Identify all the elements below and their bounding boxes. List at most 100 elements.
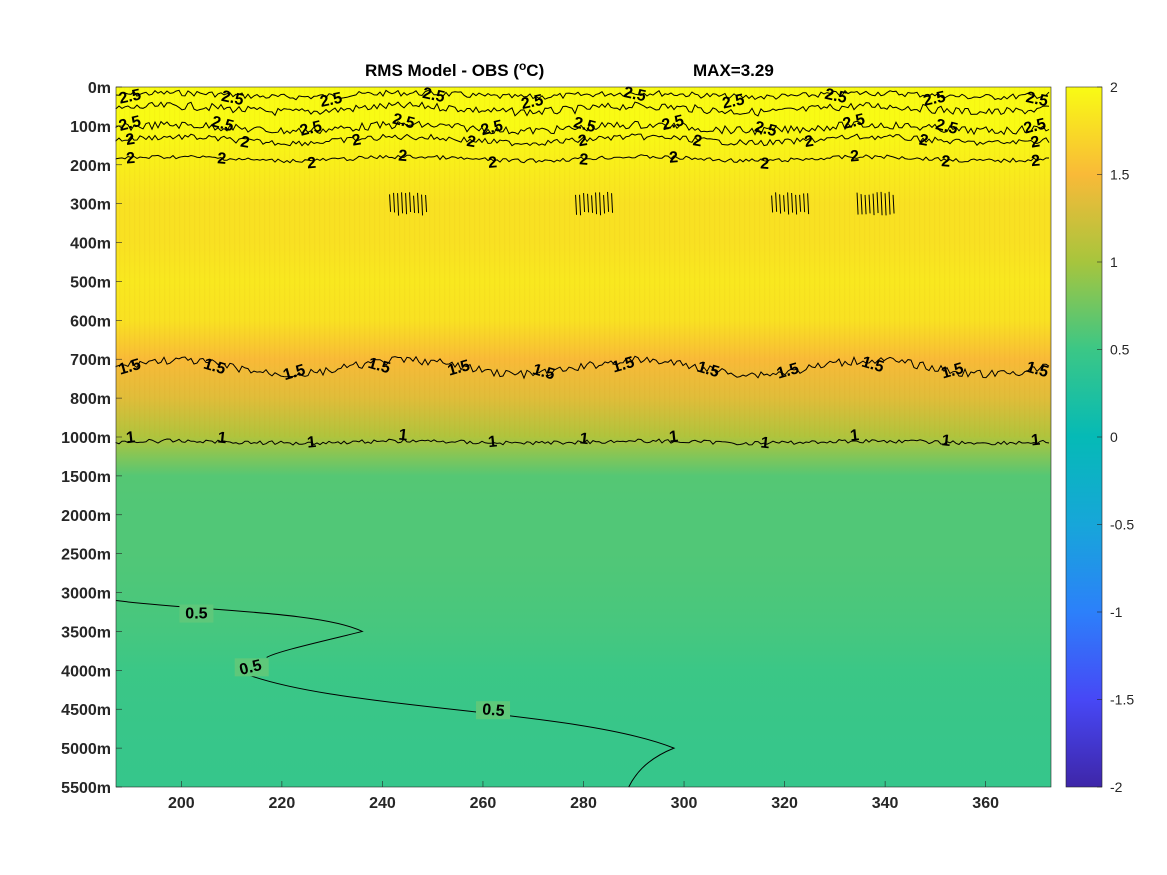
streak <box>219 87 221 437</box>
streak <box>869 87 871 437</box>
colorbar-tick-label: 0.5 <box>1110 342 1130 358</box>
streak <box>689 87 691 437</box>
streak <box>969 87 971 437</box>
contour-label-2p5: 2.5 <box>117 113 143 135</box>
contour-patch-300m <box>595 192 598 215</box>
y-tick-label: 1000m <box>61 430 111 447</box>
streak <box>739 87 741 437</box>
streak <box>194 87 196 437</box>
streak <box>469 87 471 437</box>
streak <box>784 87 786 437</box>
contour-patch-300m <box>795 194 798 215</box>
streak <box>814 87 816 437</box>
streak <box>709 87 711 437</box>
streak <box>1024 87 1026 437</box>
contour-patch-300m <box>409 192 412 213</box>
streak <box>764 87 766 437</box>
streak <box>314 87 316 437</box>
streak <box>344 87 346 437</box>
streak <box>439 87 441 437</box>
contour-patch-300m <box>413 195 416 213</box>
field-background <box>116 87 1051 787</box>
streak <box>654 87 656 437</box>
streak <box>949 87 951 437</box>
contour-patch-300m <box>587 193 590 213</box>
x-tick-label: 360 <box>972 795 999 812</box>
streak <box>149 87 151 437</box>
contour-patch-300m <box>393 192 396 213</box>
contour-label-1p5: 1.5 <box>446 357 472 380</box>
streak <box>309 87 311 437</box>
streak <box>564 87 566 437</box>
contour-patch-300m <box>775 192 778 212</box>
contour-label-2: 2 <box>217 150 227 168</box>
streak <box>789 87 791 437</box>
streak <box>229 87 231 437</box>
contour-patch-300m <box>607 191 610 212</box>
streak <box>959 87 961 437</box>
contour-patch-300m <box>783 195 786 212</box>
streak <box>999 87 1001 437</box>
y-tick-label: 300m <box>70 197 111 214</box>
contour-label-1p5: 1.5 <box>117 356 143 379</box>
streak <box>449 87 451 437</box>
streak <box>914 87 916 437</box>
streak <box>894 87 896 437</box>
streak <box>904 87 906 437</box>
contour-label-2: 2 <box>488 154 498 172</box>
streak <box>514 87 516 437</box>
contour-patch-300m <box>405 193 408 215</box>
y-tick-label: 800m <box>70 391 111 408</box>
contour-patch-300m <box>611 193 614 213</box>
contour-label-2p5: 2.5 <box>117 86 142 107</box>
streak <box>799 87 801 437</box>
streak <box>919 87 921 437</box>
streak <box>159 87 161 437</box>
streak <box>964 87 966 437</box>
streak <box>139 87 141 437</box>
streak <box>129 87 131 437</box>
contour-2-line <box>115 154 1049 164</box>
streak <box>454 87 456 437</box>
contour-2-line <box>115 133 1050 147</box>
streak <box>179 87 181 437</box>
contour-label-2: 2 <box>1029 133 1041 151</box>
contour-label-1p5: 1.5 <box>860 354 886 377</box>
y-tick-label: 600m <box>70 313 111 330</box>
streak <box>334 87 336 437</box>
streak <box>859 87 861 437</box>
colorbar-tick-label: -2 <box>1110 779 1123 795</box>
contour-label-1: 1 <box>579 430 590 448</box>
contour-label-2: 2 <box>398 148 408 166</box>
y-tick-label: 4500m <box>61 702 111 719</box>
contour-patch-300m <box>872 193 875 216</box>
contour-label-2p5: 2.5 <box>823 86 848 107</box>
contour-label-2: 2 <box>918 132 930 150</box>
streak <box>939 87 941 437</box>
streak <box>554 87 556 437</box>
streak <box>989 87 991 437</box>
contour-label-2: 2 <box>579 151 589 169</box>
streak <box>819 87 821 437</box>
title-prefix: RMS Model - OBS ( <box>365 61 519 80</box>
streak <box>759 87 761 437</box>
streak <box>824 87 826 437</box>
streak <box>289 87 291 437</box>
streak <box>419 87 421 437</box>
contour-label-2p5: 2.5 <box>220 88 245 109</box>
streak <box>609 87 611 437</box>
streak <box>929 87 931 437</box>
streak <box>744 87 746 437</box>
streak <box>839 87 841 437</box>
streak <box>534 87 536 437</box>
contour-label-2: 2 <box>669 149 679 167</box>
contour-patch-300m <box>591 195 594 213</box>
streak <box>539 87 541 437</box>
streak <box>354 87 356 437</box>
y-tick-label: 2500m <box>61 547 111 564</box>
streak <box>424 87 426 437</box>
streak <box>234 87 236 437</box>
contour-label-2: 2 <box>351 131 363 149</box>
streak <box>724 87 726 437</box>
x-tick-label: 280 <box>570 795 597 812</box>
